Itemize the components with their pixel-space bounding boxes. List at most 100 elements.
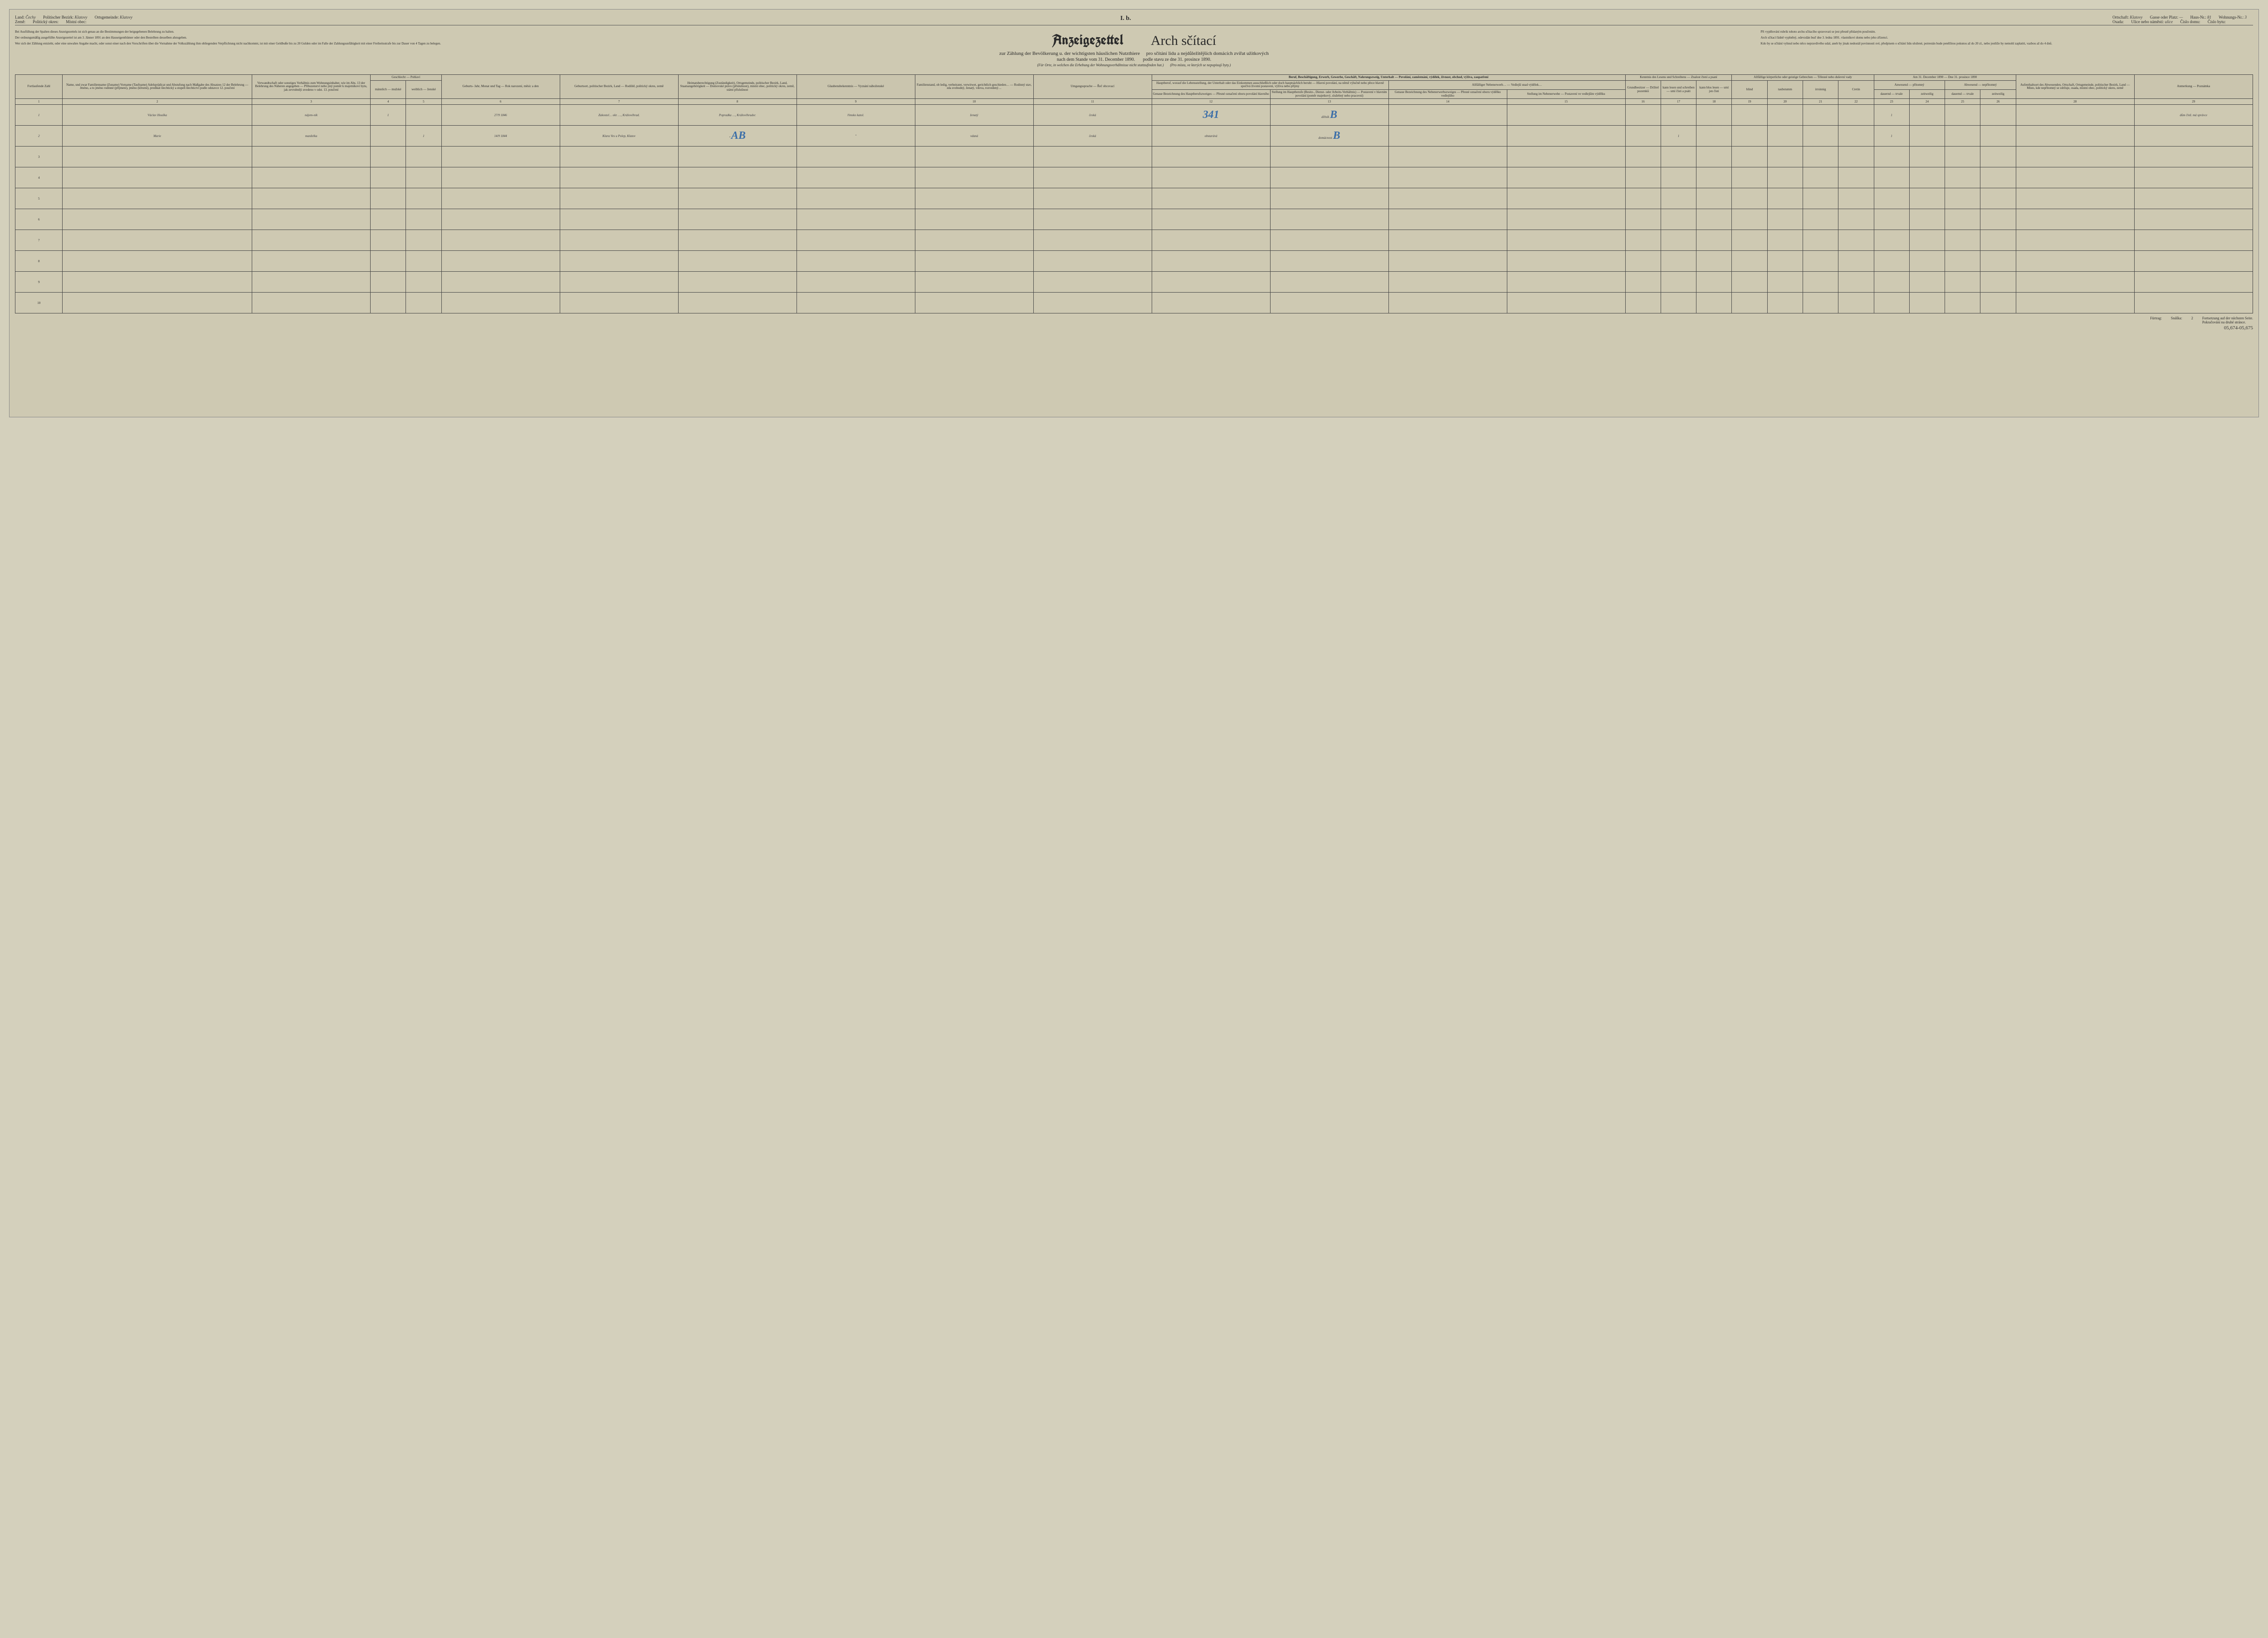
- top-metadata: Land: Čechy Politischer Bezirk: Klatovy …: [15, 15, 2253, 25]
- r1-beruf3: dělník B: [1270, 105, 1388, 126]
- cislo-domu-label: Číslo domu:: [2180, 20, 2200, 24]
- hdr-gebrech-group: Allfällige körperliche oder geistige Geb…: [1732, 75, 1874, 81]
- r1-c21: [1803, 105, 1838, 126]
- okres-label: Politický okres:: [33, 20, 59, 24]
- r2-c25: [1945, 126, 1980, 147]
- cn: 4: [371, 99, 406, 105]
- r1-c20: [1767, 105, 1803, 126]
- r2-birth: 14/9 1844: [441, 126, 560, 147]
- instructions-right: Při vyplňování rubrik tohoto archu sčíta…: [1761, 30, 2253, 48]
- r1-c28: [2016, 105, 2134, 126]
- cn: 5: [406, 99, 441, 105]
- r2-heimat: ″ AB: [678, 126, 797, 147]
- empty-row-9: 9: [15, 272, 2253, 293]
- r2-stand: vdaná: [915, 126, 1033, 147]
- note-left-2: Der ordnungsmäßig ausgefüllte Anzeigezet…: [15, 36, 507, 40]
- bezirk-label: Politischer Bezirk:: [43, 15, 73, 20]
- ulice-label: Ulice nebo náměstí:: [2131, 20, 2164, 24]
- cn: 18: [1696, 99, 1732, 105]
- title-german: Anzeigezettel: [1052, 30, 1124, 49]
- ortschaft-label: Ortschaft:: [2112, 15, 2129, 20]
- note-right-2: Arch sčítací řádně vyplněný, odevzdán bu…: [1761, 36, 2253, 40]
- note-cz: (Pro místa, ve kterých se nepopisují byt…: [1170, 63, 1231, 67]
- hdr-read2: kann lesen und schreiben — umí čísti a p…: [1661, 80, 1696, 99]
- osada-label: Osada:: [2112, 20, 2124, 24]
- hdr-anw1: dauernd — trvale: [1874, 90, 1909, 99]
- note-right-1: Při vyplňování rubrik tohoto archu sčíta…: [1761, 30, 2253, 34]
- r1-f: [406, 105, 441, 126]
- ortschaft-value: Klatovy: [2130, 15, 2142, 20]
- cn: 8: [678, 99, 797, 105]
- gasse-value: —: [2179, 15, 2183, 20]
- r1-c14: [1388, 105, 1507, 126]
- hdr-birth: Geburts- Jahr, Monat und Tag — Rok naroz…: [441, 75, 560, 99]
- hausnr-value: 81: [2207, 15, 2211, 20]
- r2-f: 1: [406, 126, 441, 147]
- r1-birth: 27/9 1846: [441, 105, 560, 126]
- hdr-num: Fortlaufende Zahl: [15, 75, 63, 99]
- r1-anw1: 1: [1874, 105, 1909, 126]
- blue-code-341: 341: [1203, 109, 1219, 121]
- land-value: Čechy: [25, 15, 36, 20]
- r1-c18: [1696, 105, 1732, 126]
- land-label: Land:: [15, 15, 24, 20]
- hdr-birthplace: Geburtsort, politischer Bezirk, Land — R…: [560, 75, 678, 99]
- cislo-bytu-label: Číslo bytu:: [2208, 20, 2226, 24]
- hdr-anw: Anwesend — přítomný: [1874, 80, 1945, 89]
- cn: 19: [1732, 99, 1767, 105]
- cn: 10: [915, 99, 1033, 105]
- r2-c26: [1980, 126, 2016, 147]
- r1-birthplace: Zakostel… okr. …, Královéhrad.: [560, 105, 678, 126]
- footer: Fürtrag: Snáška: 2 Fortsetzung auf der n…: [15, 316, 2253, 324]
- r2-c18: [1696, 126, 1732, 147]
- r2-rw: 1: [1661, 126, 1696, 147]
- hdr-neben-group: Allfälliger Nebenerwerb… — Vedlejší snad…: [1388, 80, 1625, 89]
- hdr-neben2: Stellung im Nebenerwebe — Postavení ve v…: [1507, 90, 1625, 99]
- r2-c24: [1909, 126, 1945, 147]
- hdr-abw1: dauernd — trvale: [1945, 90, 1980, 99]
- hdr-abw2: zeitweilig: [1980, 90, 2016, 99]
- r2-relig: ″: [797, 126, 915, 147]
- r1-lang: česká: [1033, 105, 1152, 126]
- hdr-beruf2: Genaue Bezeichnung des Hauptberufszweige…: [1152, 90, 1270, 99]
- hdr-neben1: Genaue Bezeichnung des Nebenerwerbszweig…: [1388, 90, 1507, 99]
- census-sheet: Land: Čechy Politischer Bezirk: Klatovy …: [9, 9, 2259, 417]
- cn: 23: [1874, 99, 1909, 105]
- empty-row-3: 3: [15, 147, 2253, 167]
- r1-name: Václav Houška: [63, 105, 252, 126]
- r1-c25: [1945, 105, 1980, 126]
- r1-relig: římsko katol.: [797, 105, 915, 126]
- r2-name: Marie: [63, 126, 252, 147]
- cn: 26: [1980, 99, 2016, 105]
- empty-row-10: 10: [15, 293, 2253, 313]
- hdr-name: Name, und zwar Familienname (Zuname) Vor…: [63, 75, 252, 99]
- r2-anw1: 1: [1874, 126, 1909, 147]
- cont-cz: Pokračování na druhé stránce.: [2202, 320, 2253, 324]
- r1-note: dům činž. má správce: [2134, 105, 2253, 126]
- r1-heimat: Popradka …, Královéhradec: [678, 105, 797, 126]
- r2-c28: [2016, 126, 2134, 147]
- hdr-g4: Cretin: [1838, 80, 1874, 99]
- cn: 29: [2134, 99, 2253, 105]
- wohnr-value: 3: [2244, 15, 2247, 20]
- cn: 21: [1803, 99, 1838, 105]
- r1-c19: [1732, 105, 1767, 126]
- census-table: Fortlaufende Zahl Name, und zwar Familie…: [15, 74, 2253, 313]
- cn: 17: [1661, 99, 1696, 105]
- r1-m: 1: [371, 105, 406, 126]
- top-left: Land: Čechy Politischer Bezirk: Klatovy …: [15, 15, 139, 24]
- bezirk-value: Klatovy: [75, 15, 88, 20]
- cn: 2: [63, 99, 252, 105]
- r2-c19: [1732, 126, 1767, 147]
- r1-beruf2: 341: [1152, 105, 1270, 126]
- wohnr-label: Wohnungs-Nr.:: [2219, 15, 2244, 20]
- gemeinde-label: Ortsgemeinde:: [95, 15, 119, 20]
- hdr-sex-f: weiblich — ženské: [406, 80, 441, 99]
- hdr-rel: Verwandtschaft oder sonstiges Verhältnis…: [252, 75, 371, 99]
- hdr-abw: Abwesend — nepřítomný: [1945, 80, 2016, 89]
- empty-row-4: 4: [15, 167, 2253, 188]
- r1-c26: [1980, 105, 2016, 126]
- table-header: Fortlaufende Zahl Name, und zwar Familie…: [15, 75, 2253, 105]
- ulice-value: ulice: [2165, 20, 2173, 24]
- hdr-anw-group: Am 31. December 1890 — Dne 31. prosince …: [1874, 75, 2016, 81]
